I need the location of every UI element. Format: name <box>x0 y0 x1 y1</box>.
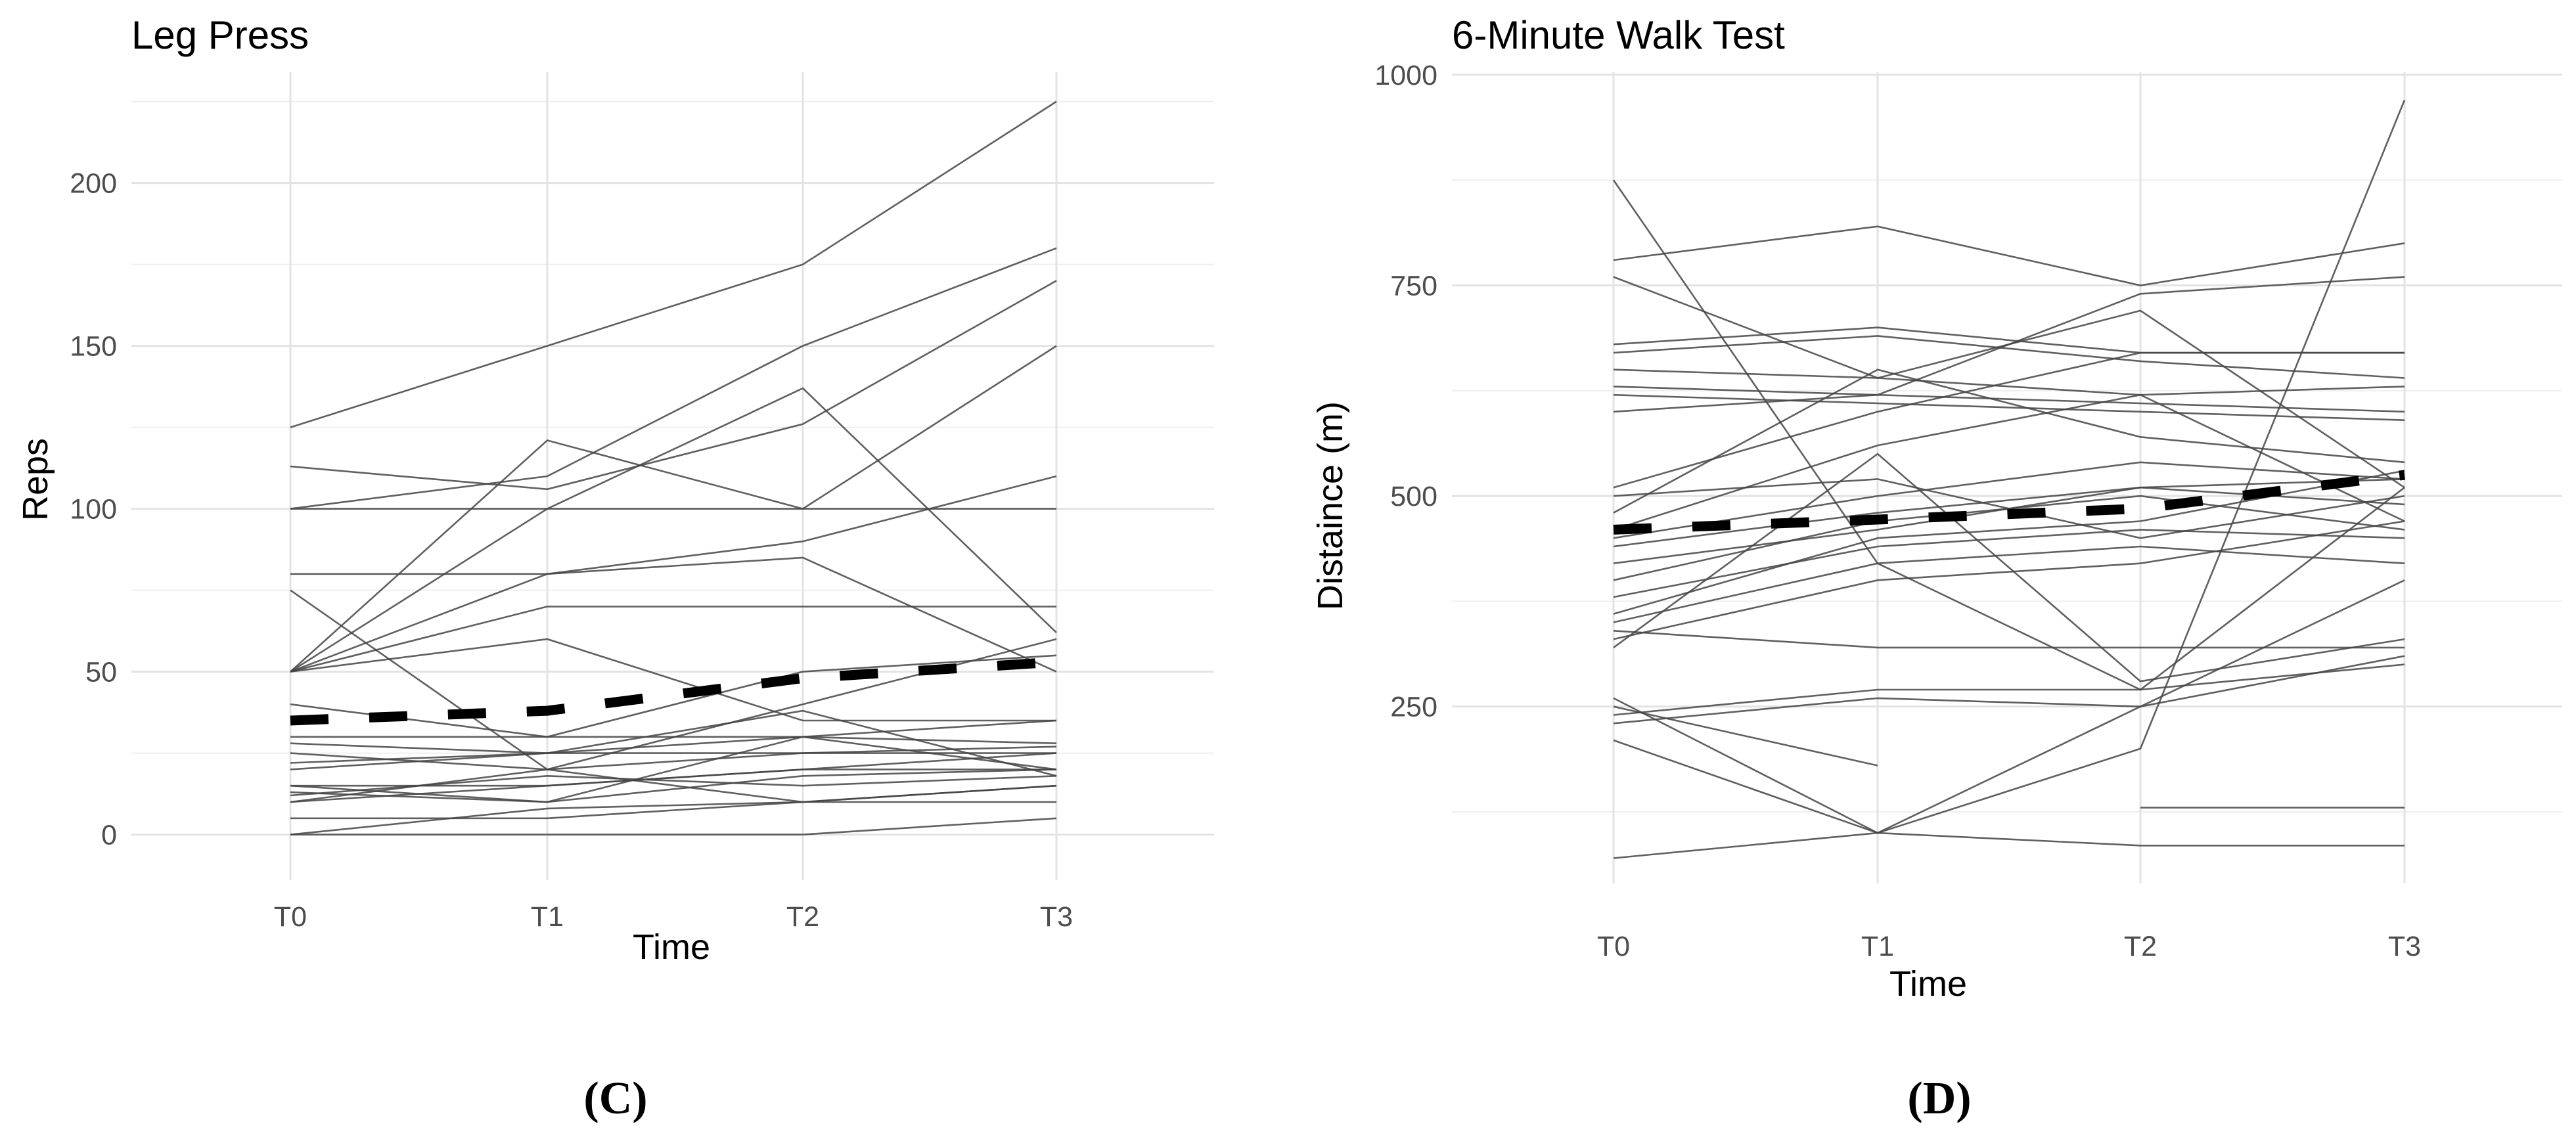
subject-line-s3 <box>290 280 1057 491</box>
subject-line-s11 <box>290 638 1056 722</box>
x-tick-label: T3 <box>2388 931 2421 962</box>
subject-line-s12 <box>290 654 1057 738</box>
x-axis-title: Time <box>1889 964 1967 1004</box>
subject-line-s5 <box>1613 335 2405 379</box>
major-gridlines <box>131 72 1214 880</box>
subject-line-s26 <box>290 709 1057 777</box>
subject-lines <box>1612 99 2406 859</box>
subject-line-s1 <box>290 100 1057 428</box>
x-tick-label: T2 <box>786 901 819 933</box>
subject-line-s6 <box>1613 368 2405 396</box>
x-tick-label: T3 <box>1040 901 1073 933</box>
subject-line-s20 <box>290 769 1056 803</box>
y-tick-label: 500 <box>1390 481 1437 512</box>
subject-line-s7 <box>1613 386 2405 413</box>
subject-lines <box>290 100 1057 836</box>
y-tick-labels: 250 500 750 1000 <box>1374 60 1437 723</box>
panel-label: (D) <box>1907 1073 1971 1124</box>
chart-title: Leg Press <box>131 13 309 57</box>
chart-title: 6-Minute Walk Test <box>1452 13 1785 57</box>
subject-line-s2 <box>290 247 1057 510</box>
subject-line-s30 <box>1613 461 2405 539</box>
y-tick-label: 750 <box>1390 270 1437 301</box>
y-tick-label: 50 <box>85 657 117 688</box>
y-axis-title: Reps <box>16 438 55 521</box>
y-tick-label: 250 <box>1390 692 1437 723</box>
x-tick-label: T2 <box>2124 931 2157 962</box>
y-axis-title: Distaince (m) <box>1311 401 1350 610</box>
subject-line-s24 <box>1613 655 2405 725</box>
x-tick-labels: T0 T1 T2 T3 <box>1597 931 2421 962</box>
subject-line-s18 <box>1613 545 2405 623</box>
y-tick-label: 200 <box>70 168 117 200</box>
subject-line-s21 <box>1613 630 2405 649</box>
subject-line-s25 <box>290 769 1057 803</box>
subject-line-s1 <box>1613 225 2405 286</box>
y-tick-label: 100 <box>70 494 117 525</box>
subject-line-s29 <box>1613 478 2405 539</box>
subject-line-s22 <box>1613 99 2406 834</box>
subject-line-s8 <box>1613 393 2405 421</box>
minor-gridlines <box>1452 179 2562 813</box>
subject-line-s5 <box>290 387 1057 673</box>
subject-line-s23 <box>1613 663 2405 716</box>
y-tick-label: 0 <box>101 820 117 851</box>
subject-line-s23 <box>290 801 1056 836</box>
subject-line-s14 <box>1613 486 2405 564</box>
subject-line-s9 <box>1613 276 2405 413</box>
subject-line-s25 <box>1613 579 2405 834</box>
mean-trend-line <box>1613 470 2405 535</box>
subject-line-s20 <box>1613 453 2405 682</box>
subject-line-s8 <box>290 556 1057 673</box>
subject-line-s7 <box>290 475 1057 575</box>
x-tick-label: T0 <box>1597 931 1630 962</box>
subject-line-s2 <box>1612 179 2405 691</box>
subject-line-s27 <box>1613 705 1878 767</box>
subject-line-s24 <box>290 817 1057 836</box>
subject-line-s26 <box>1613 832 2405 859</box>
y-tick-labels: 0 50 100 150 200 <box>70 168 117 851</box>
x-tick-label: T1 <box>1861 931 1894 962</box>
x-tick-labels: T0 T1 T2 T3 <box>274 901 1073 933</box>
subject-line-s9 <box>290 606 1056 673</box>
subject-line-s22 <box>290 784 1057 820</box>
chart-leg-press: Leg Press 0 50 100 150 200 T0 T1 T2 T3 Reps Tim… <box>16 13 1214 1124</box>
panel-label: (C) <box>583 1073 647 1124</box>
x-tick-label: T1 <box>531 901 564 933</box>
subject-line-s13 <box>1613 478 2405 548</box>
subject-line-s11 <box>1613 368 2405 514</box>
subject-line-s4 <box>290 345 1057 673</box>
subject-line-s16 <box>1613 529 2405 598</box>
subject-line-s19 <box>1613 520 2405 640</box>
x-axis-title: Time <box>633 927 710 967</box>
subject-line-s10 <box>1613 351 2405 489</box>
y-tick-label: 150 <box>70 331 117 363</box>
subject-line-s16 <box>290 736 1057 770</box>
mean-trend-line <box>290 657 1057 726</box>
y-tick-label: 1000 <box>1374 60 1437 91</box>
subject-line-s13 <box>290 719 1057 738</box>
x-tick-label: T0 <box>274 901 307 933</box>
